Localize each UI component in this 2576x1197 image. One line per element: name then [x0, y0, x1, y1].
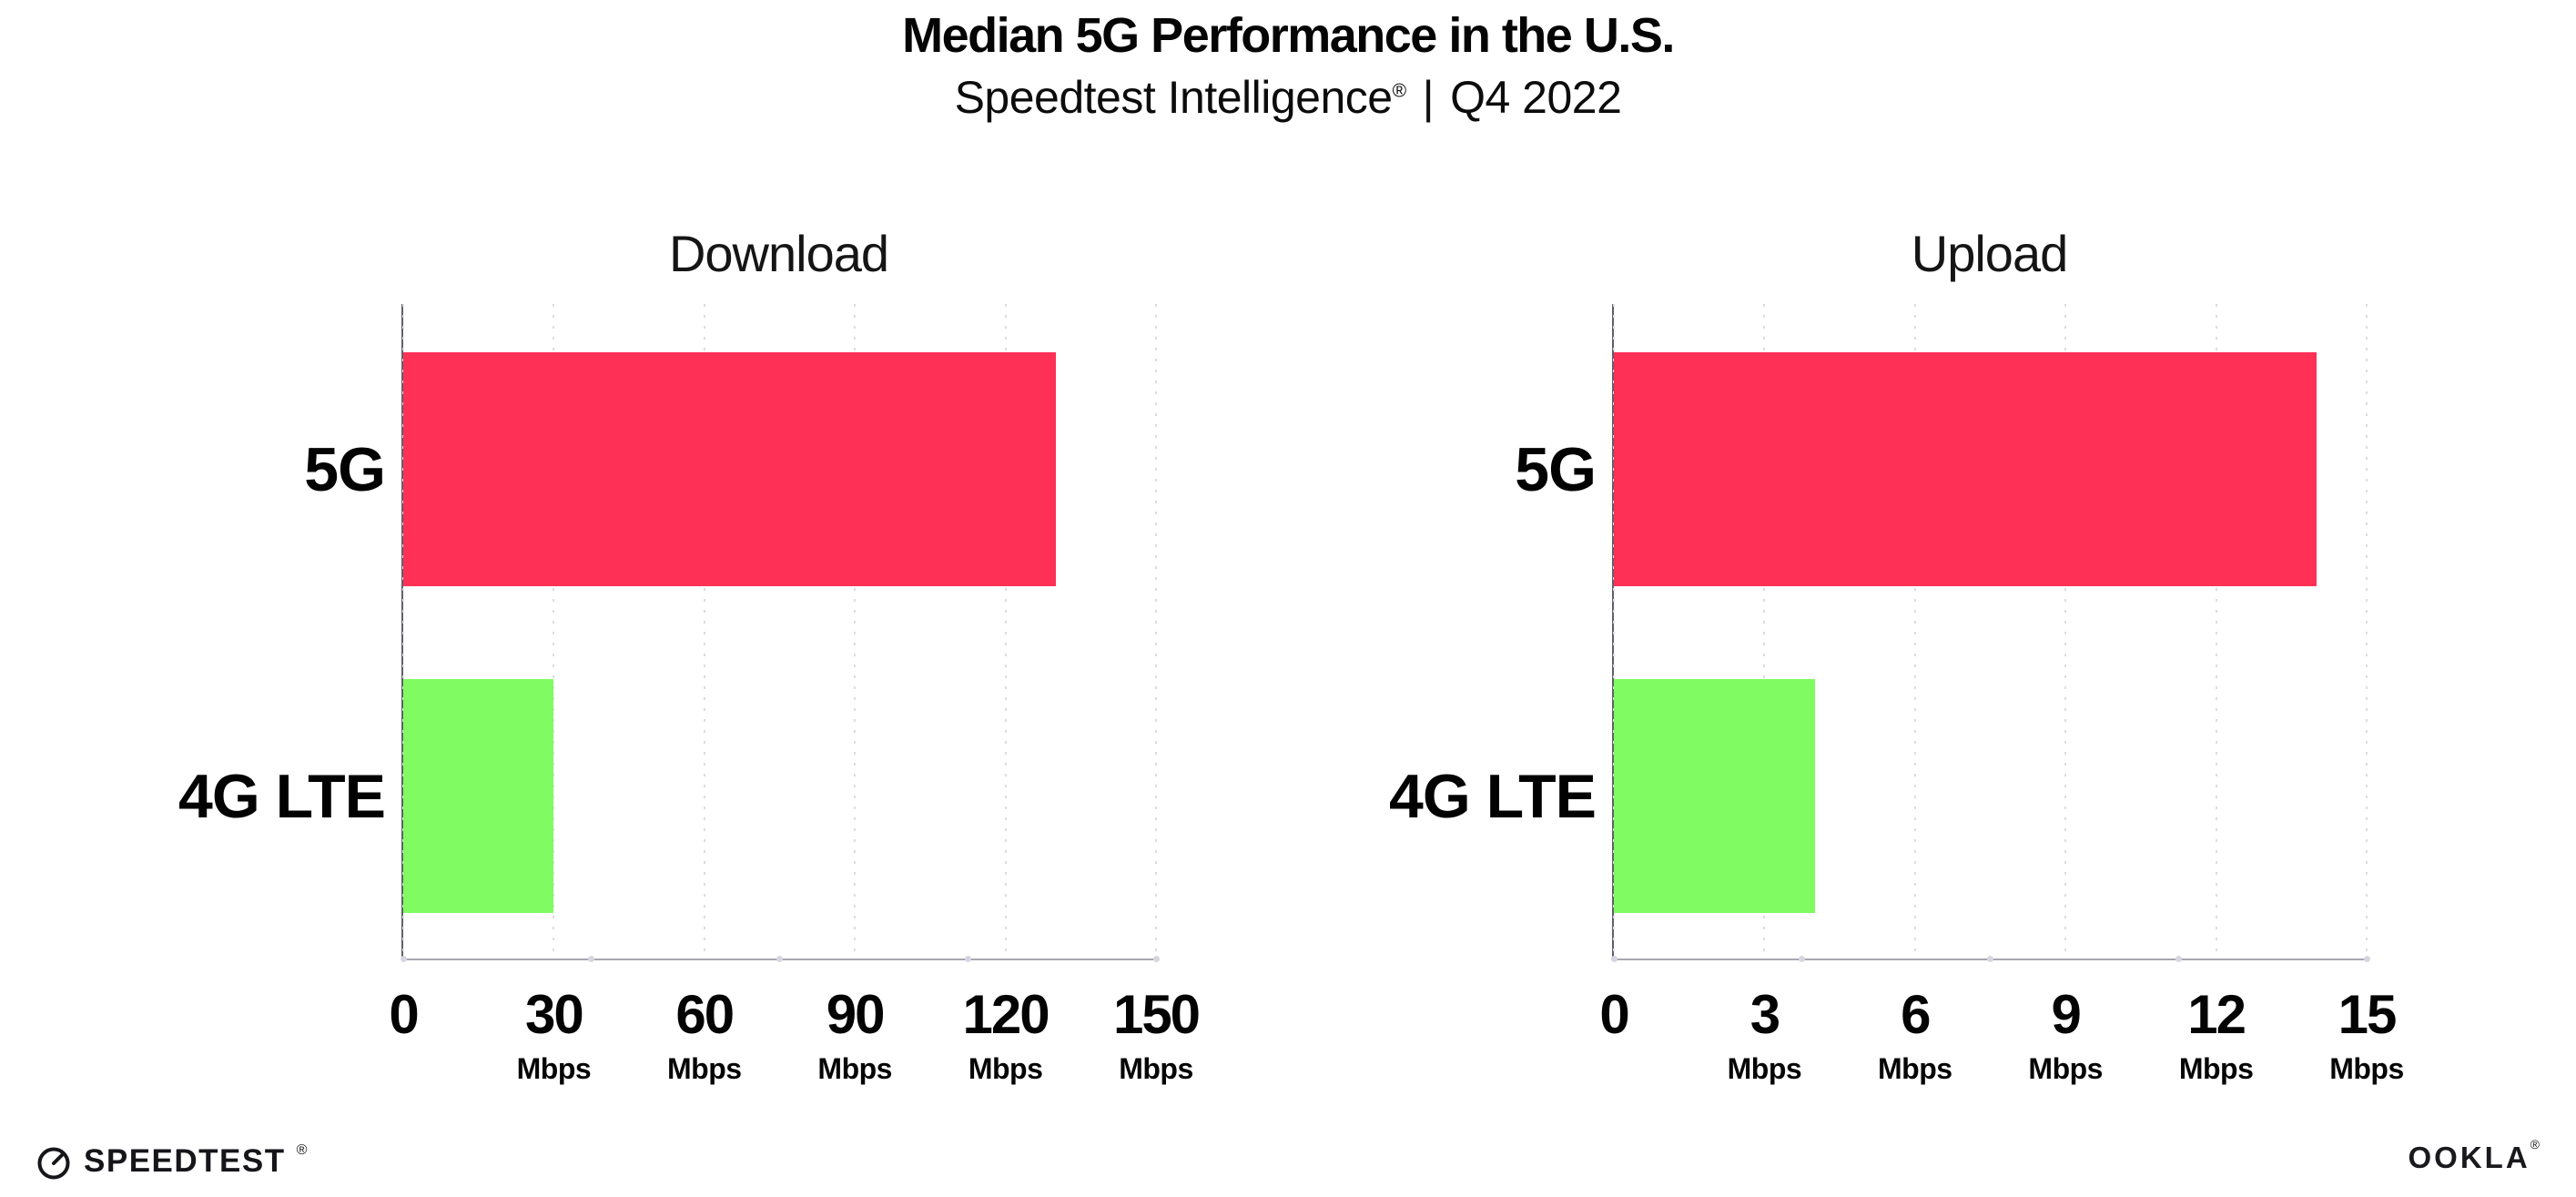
plot-area-upload: 5G 4G LTE 0 3 Mbps 6 Mbps 9 Mbps 12 Mbps 15 Mbps [1389, 304, 2404, 1083]
x-tick-value: 120 [962, 984, 1050, 1045]
axis-tick-dot [400, 956, 407, 962]
gridline [402, 304, 404, 959]
plot-title-upload: Upload [1911, 225, 2068, 282]
speedtest-logo: SPEEDTEST ® [35, 1142, 307, 1181]
ookla-trademark-icon: ® [2530, 1137, 2540, 1151]
axis-tick-dot [2363, 956, 2370, 962]
axis-tick-dot [1799, 956, 1806, 962]
header: Median 5G Performance in the U.S. Speedt… [0, 0, 2576, 124]
registered-trademark-icon: ® [1392, 80, 1406, 102]
subtitle-period: Q4 2022 [1450, 72, 1622, 123]
x-tick-value: 3 [1749, 984, 1780, 1045]
x-tick-value: 90 [826, 984, 886, 1045]
x-tick-unit: Mbps [1878, 1052, 1952, 1085]
axis-tick-dot [588, 956, 595, 962]
bar-4g-lte [1614, 679, 1815, 913]
x-tick: 3 Mbps [1727, 984, 1802, 1085]
gridline [1155, 304, 1157, 959]
x-tick: 90 Mbps [817, 984, 892, 1085]
x-tick: 150 Mbps [1112, 984, 1201, 1085]
gridline [2064, 304, 2067, 959]
gridline [553, 304, 555, 959]
gridline [1763, 304, 1766, 959]
gridline [854, 304, 857, 959]
x-tick: 12 Mbps [2178, 984, 2254, 1085]
axis-tick-dot [2175, 956, 2182, 962]
category-label-5g: 5G [304, 434, 386, 504]
x-tick: 9 Mbps [2028, 984, 2103, 1085]
x-tick-value: 6 [1901, 984, 1931, 1045]
gridline [1913, 304, 1916, 959]
plot-area-download: 5G 4G LTE 0 30 Mbps 60 Mbps 90 Mbps 120 Mbps 150 Mbp… [178, 304, 1201, 1083]
ookla-wordmark: OOKLA [2408, 1141, 2530, 1174]
gridline [703, 304, 705, 959]
x-tick-value: 0 [389, 984, 419, 1045]
speedtest-gauge-icon [37, 1147, 70, 1180]
axis-tick-dot [1987, 956, 1993, 962]
subtitle-divider: | [1422, 72, 1435, 123]
download-chart: Download 5G 4G LTE 0 30 Mbps 60 Mbps 90 Mbps 120 Mb… [178, 221, 1201, 1083]
axis-tick-dot [1152, 956, 1160, 962]
x-tick-unit: Mbps [2329, 1052, 2404, 1085]
x-tick: 0 [1599, 984, 1629, 1045]
gridline [2366, 304, 2368, 959]
gridline [1613, 304, 1615, 959]
x-tick-value: 30 [525, 984, 584, 1045]
speedtest-wordmark: SPEEDTEST [84, 1143, 286, 1179]
x-tick-unit: Mbps [2178, 1052, 2254, 1085]
category-label-4g-lte: 4G LTE [1389, 761, 1597, 831]
bar-5g [1614, 352, 2317, 586]
page-subtitle: Speedtest Intelligence® | Q4 2022 [0, 71, 2576, 124]
category-label-4g-lte: 4G LTE [178, 761, 386, 831]
axis-tick-dot [964, 956, 971, 962]
x-tick: 15 Mbps [2329, 984, 2404, 1085]
axis-tick-dot [776, 956, 783, 962]
x-tick-unit: Mbps [516, 1052, 592, 1085]
ookla-logo: OOKLA ® [2408, 1137, 2541, 1175]
gridline [1004, 304, 1007, 959]
plot-title-download: Download [668, 225, 889, 282]
x-tick: 120 Mbps [962, 984, 1050, 1085]
x-tick: 0 [389, 984, 419, 1045]
subtitle-brand: Speedtest Intelligence [954, 72, 1394, 123]
x-tick-value: 60 [675, 984, 735, 1045]
axis-tick-dot [1610, 956, 1618, 962]
upload-chart: Upload 5G 4G LTE 0 3 Mbps 6 Mbps 9 Mbps 12 Mbps 15 Mb… [1389, 221, 2404, 1083]
x-tick-value: 9 [2051, 984, 2081, 1045]
x-tick-unit: Mbps [968, 1052, 1043, 1085]
x-tick: 30 Mbps [516, 984, 592, 1085]
x-tick-value: 0 [1599, 984, 1629, 1045]
x-tick: 6 Mbps [1878, 984, 1952, 1085]
page-title: Median 5G Performance in the U.S. [902, 8, 1675, 63]
category-label-5g: 5G [1515, 434, 1597, 504]
x-tick-value: 150 [1112, 984, 1201, 1045]
speedtest-trademark-icon: ® [296, 1142, 308, 1158]
x-tick-unit: Mbps [1727, 1052, 1802, 1085]
bar-4g-lte [403, 679, 554, 913]
x-tick-unit: Mbps [667, 1052, 742, 1085]
x-tick-value: 15 [2338, 984, 2398, 1045]
x-tick-value: 12 [2187, 984, 2246, 1045]
x-tick-unit: Mbps [1119, 1052, 1193, 1085]
x-tick-unit: Mbps [2028, 1052, 2103, 1085]
gridline [2215, 304, 2217, 959]
x-tick: 60 Mbps [667, 984, 742, 1085]
bar-5g [403, 352, 1056, 586]
x-tick-unit: Mbps [817, 1052, 892, 1085]
